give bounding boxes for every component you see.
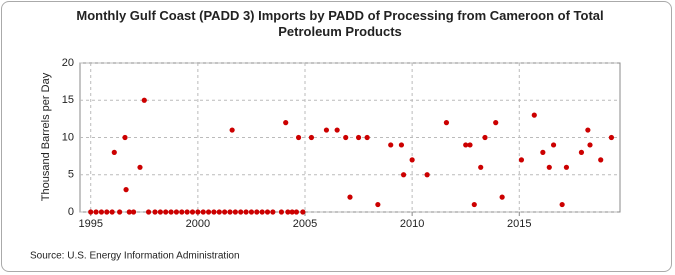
point xyxy=(168,209,174,215)
point xyxy=(482,134,488,141)
point xyxy=(518,157,525,163)
source: Source: U.S. Energy Information Administ… xyxy=(30,251,240,262)
point xyxy=(293,209,300,215)
point xyxy=(323,127,330,133)
point xyxy=(137,164,143,170)
point xyxy=(254,209,260,215)
point xyxy=(308,134,315,141)
point xyxy=(259,209,265,215)
point xyxy=(478,164,484,170)
point xyxy=(184,209,190,215)
point xyxy=(300,209,306,215)
point xyxy=(200,209,206,215)
point xyxy=(355,134,362,141)
point xyxy=(179,209,185,215)
point xyxy=(173,209,180,215)
point xyxy=(285,209,291,215)
point xyxy=(229,127,235,133)
point xyxy=(243,209,249,215)
point xyxy=(334,127,340,133)
point xyxy=(227,209,233,215)
point xyxy=(471,201,477,208)
point xyxy=(130,209,137,215)
y-tick-label: 5 xyxy=(68,169,74,181)
point xyxy=(608,134,615,141)
point xyxy=(88,209,94,215)
point xyxy=(104,209,110,215)
frame xyxy=(1,1,672,272)
point xyxy=(587,142,593,148)
point xyxy=(546,164,552,170)
point xyxy=(499,194,505,200)
point xyxy=(126,209,132,215)
point xyxy=(238,209,244,215)
point xyxy=(409,157,415,163)
x-tick-label: 2005 xyxy=(293,218,317,230)
x-tick-label: 1995 xyxy=(78,218,102,230)
x-tick-label: 2015 xyxy=(507,218,531,230)
point xyxy=(364,134,370,141)
point xyxy=(232,209,238,215)
y-tick-label: 20 xyxy=(62,57,74,69)
point xyxy=(211,209,217,215)
point xyxy=(559,201,565,208)
point xyxy=(347,194,353,200)
point xyxy=(145,209,152,215)
x-tick-label: 2000 xyxy=(186,218,210,230)
point xyxy=(264,209,271,215)
point xyxy=(398,142,405,148)
point xyxy=(388,142,394,148)
point xyxy=(550,142,557,148)
point xyxy=(531,112,537,118)
point xyxy=(463,142,469,148)
point xyxy=(205,209,212,215)
point xyxy=(563,164,570,170)
point xyxy=(400,172,407,178)
point xyxy=(122,134,128,141)
point xyxy=(123,187,129,193)
point xyxy=(216,209,222,215)
point xyxy=(98,209,105,215)
point xyxy=(278,209,285,215)
point xyxy=(141,97,147,103)
x-tick-label: 2010 xyxy=(400,218,424,230)
point xyxy=(157,209,163,215)
chart-title: Monthly Gulf Coast (PADD 3) Imports by P… xyxy=(76,8,604,39)
point xyxy=(270,209,276,215)
point xyxy=(578,149,585,155)
y-tick-label: 0 xyxy=(68,206,74,218)
y-tick-label: 10 xyxy=(62,131,74,143)
point xyxy=(93,209,99,215)
y-axis-label: Thousand Barrels per Day xyxy=(40,72,52,201)
point xyxy=(295,134,302,141)
point xyxy=(585,127,591,133)
point xyxy=(540,149,546,155)
point xyxy=(117,209,123,215)
point xyxy=(443,120,450,126)
y-tick-label: 15 xyxy=(62,94,74,106)
point xyxy=(283,120,289,126)
point xyxy=(424,172,430,178)
point xyxy=(111,149,117,155)
point xyxy=(152,209,158,215)
point xyxy=(289,209,295,215)
point xyxy=(109,209,115,215)
point xyxy=(598,157,604,163)
point xyxy=(343,134,349,141)
point xyxy=(222,209,228,215)
point xyxy=(493,120,499,126)
point xyxy=(195,209,201,215)
point xyxy=(163,209,169,215)
point xyxy=(189,209,196,215)
point xyxy=(375,201,381,208)
point xyxy=(248,209,255,215)
point xyxy=(467,142,473,148)
